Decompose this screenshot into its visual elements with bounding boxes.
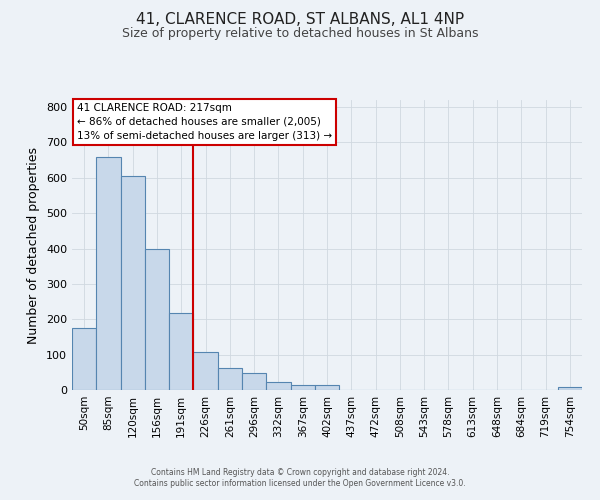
Bar (290, 384, 315, 390)
Text: Contains HM Land Registry data © Crown copyright and database right 2024.
Contai: Contains HM Land Registry data © Crown c… (134, 468, 466, 487)
Bar (169, 313, 193, 390)
Text: 41 CLARENCE ROAD: 217sqm
← 86% of detached houses are smaller (2,005)
13% of sem: 41 CLARENCE ROAD: 217sqm ← 86% of detach… (77, 103, 332, 141)
Bar (72, 328, 96, 390)
Text: 41, CLARENCE ROAD, ST ALBANS, AL1 4NP: 41, CLARENCE ROAD, ST ALBANS, AL1 4NP (136, 12, 464, 28)
Bar (218, 368, 242, 390)
Bar (121, 176, 145, 390)
Bar (193, 352, 218, 390)
Bar (558, 387, 582, 390)
Bar (96, 156, 121, 390)
Text: Size of property relative to detached houses in St Albans: Size of property relative to detached ho… (122, 28, 478, 40)
Bar (266, 382, 290, 390)
Bar (145, 248, 169, 390)
Y-axis label: Number of detached properties: Number of detached properties (28, 146, 40, 344)
Bar (242, 374, 266, 390)
Bar (315, 384, 339, 390)
